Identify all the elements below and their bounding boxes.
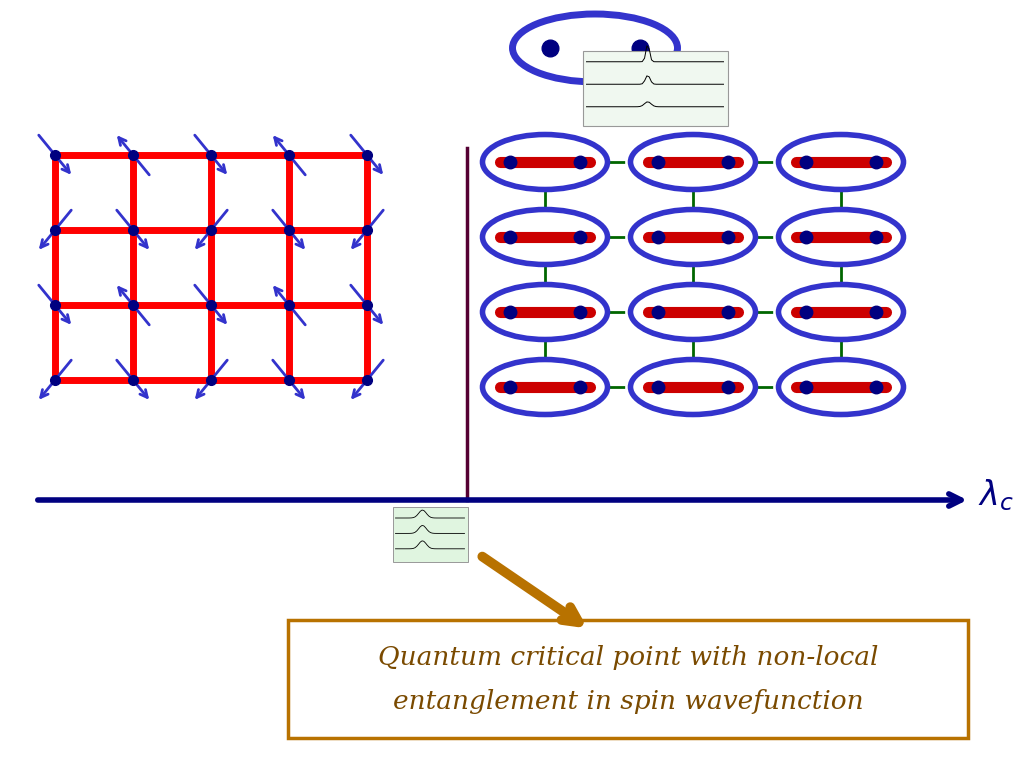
FancyBboxPatch shape bbox=[392, 507, 468, 562]
Text: Quantum critical point with non-local: Quantum critical point with non-local bbox=[378, 644, 879, 670]
FancyArrowPatch shape bbox=[482, 557, 579, 622]
FancyBboxPatch shape bbox=[288, 620, 968, 738]
FancyBboxPatch shape bbox=[583, 51, 727, 125]
Text: entanglement in spin wavefunction: entanglement in spin wavefunction bbox=[392, 688, 863, 713]
Text: $\lambda_c$: $\lambda_c$ bbox=[978, 477, 1014, 513]
